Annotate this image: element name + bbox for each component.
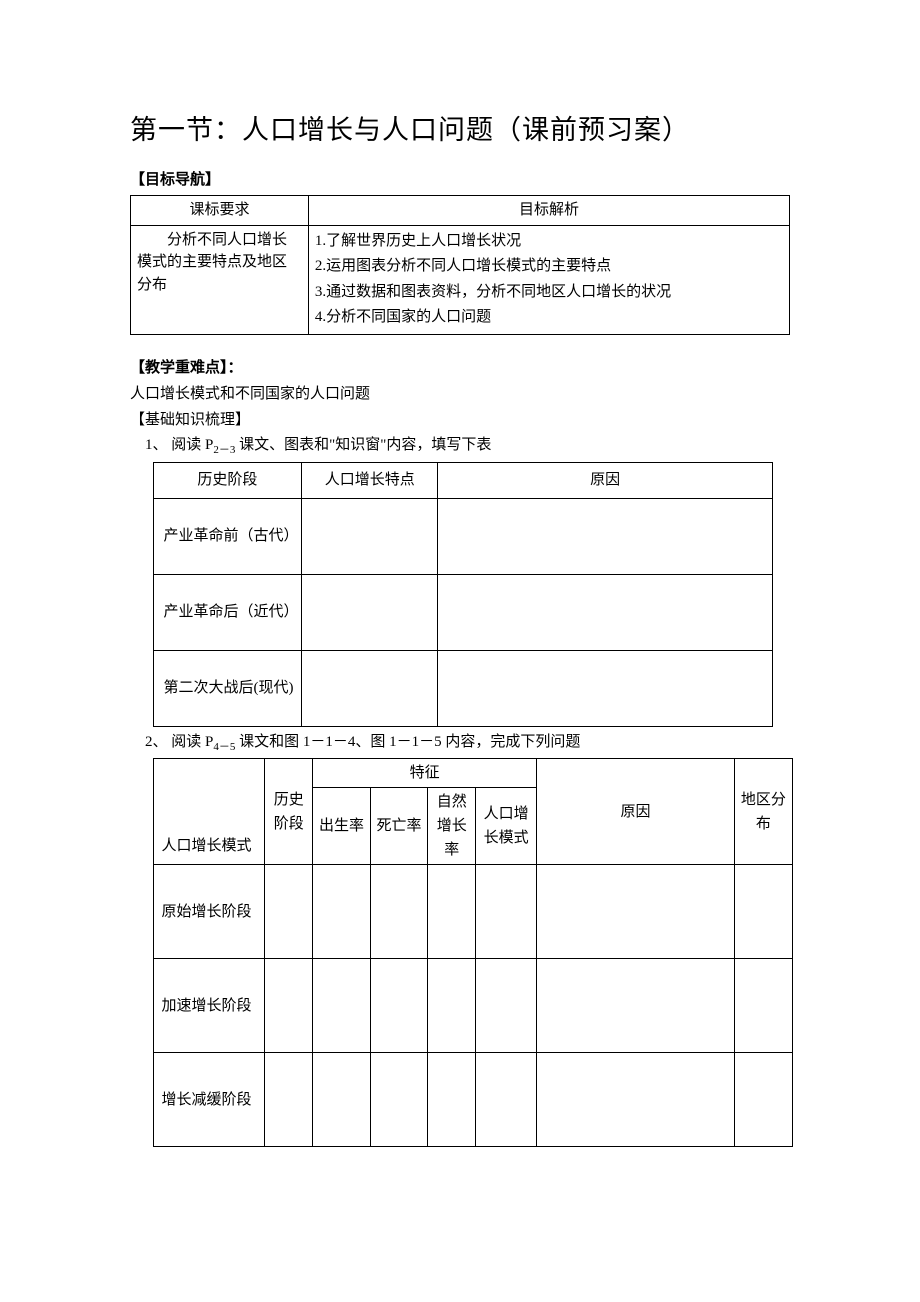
t3-r2-c4 — [370, 959, 428, 1053]
t3-r1-c5 — [428, 865, 476, 959]
page-title: 第一节：人口增长与人口问题（课前预习案） — [130, 110, 790, 151]
t2-r1-c2 — [302, 498, 438, 574]
t2-r3-c3 — [438, 650, 772, 726]
obj-line-2: 2.运用图表分析不同人口增长模式的主要特点 — [315, 254, 783, 280]
growth-mode-table: 人口增长模式 历史阶段 特征 原因 地区分布 出生率 死亡率 自然增长率 人口增… — [153, 758, 793, 1147]
t2-r3-c2 — [302, 650, 438, 726]
t2-r2: 产业革命后（近代） — [153, 574, 302, 650]
t3-r2-c3 — [313, 959, 371, 1053]
obj-line-3: 3.通过数据和图表资料，分析不同地区人口增长的状况 — [315, 280, 783, 306]
obj-line-4: 4.分析不同国家的人口问题 — [315, 305, 783, 331]
t3-r2: 加速增长阶段 — [153, 959, 265, 1053]
t2-h1: 历史阶段 — [153, 462, 302, 498]
item2-sub: 4－5 — [213, 741, 235, 753]
t3-h-feature: 特征 — [313, 759, 537, 788]
t3-r1-c2 — [265, 865, 313, 959]
t3-r2-c6 — [476, 959, 537, 1053]
t3-r2-c5 — [428, 959, 476, 1053]
t2-r2-c3 — [438, 574, 772, 650]
keypoints-text: 人口增长模式和不同国家的人口问题 — [130, 383, 790, 406]
t2-r3: 第二次大战后(现代) — [153, 650, 302, 726]
t2-h2: 人口增长特点 — [302, 462, 438, 498]
history-stage-table: 历史阶段 人口增长特点 原因 产业革命前（古代） 产业革命后（近代） 第二次大战… — [153, 462, 773, 727]
item1-prefix: 1、 阅读 P — [145, 437, 213, 453]
t3-r3-c6 — [476, 1053, 537, 1147]
item1-sub: 2－3 — [213, 444, 235, 456]
spacer — [130, 335, 790, 351]
t3-r3-c5 — [428, 1053, 476, 1147]
t2-r1-c3 — [438, 498, 772, 574]
t3-r3-c7 — [536, 1053, 734, 1147]
t3-h-reason: 原因 — [536, 759, 734, 865]
t3-r2-c7 — [536, 959, 734, 1053]
t3-r2-c2 — [265, 959, 313, 1053]
t3-r1-c6 — [476, 865, 537, 959]
t2-h3: 原因 — [438, 462, 772, 498]
obj-header-req: 课标要求 — [131, 196, 309, 226]
t3-r3: 增长减缓阶段 — [153, 1053, 265, 1147]
t3-r1-c3 — [313, 865, 371, 959]
t3-h-growthmode: 人口增长模式 — [476, 788, 537, 865]
item2-prefix: 2、 阅读 P — [145, 734, 213, 750]
t3-h-birth: 出生率 — [313, 788, 371, 865]
item2-suffix: 课文和图 1－1－4、图 1－1－5 内容，完成下列问题 — [239, 734, 580, 750]
t3-h-natural: 自然增长率 — [428, 788, 476, 865]
t3-h-death: 死亡率 — [370, 788, 428, 865]
t3-r3-c4 — [370, 1053, 428, 1147]
section-heading-objectives: 【目标导航】 — [130, 169, 790, 192]
item1-suffix: 课文、图表和"知识窗"内容，填写下表 — [239, 437, 491, 453]
item-2: 2、 阅读 P4－5 课文和图 1－1－4、图 1－1－5 内容，完成下列问题 — [130, 731, 790, 756]
obj-req-cell: 分析不同人口增长模式的主要特点及地区分布 — [131, 225, 309, 334]
t3-r1-c4 — [370, 865, 428, 959]
obj-line-1: 1.了解世界历史上人口增长状况 — [315, 229, 783, 255]
t3-r2-c8 — [735, 959, 793, 1053]
t2-r2-c2 — [302, 574, 438, 650]
item-1: 1、 阅读 P2－3 课文、图表和"知识窗"内容，填写下表 — [130, 434, 790, 459]
t3-r1-c7 — [536, 865, 734, 959]
t3-r3-c2 — [265, 1053, 313, 1147]
t3-h-dist: 地区分布 — [735, 759, 793, 865]
obj-header-analysis: 目标解析 — [308, 196, 789, 226]
t3-r1: 原始增长阶段 — [153, 865, 265, 959]
t3-r3-c8 — [735, 1053, 793, 1147]
t3-h-stage: 历史阶段 — [265, 759, 313, 865]
objectives-table: 课标要求 目标解析 分析不同人口增长模式的主要特点及地区分布 1.了解世界历史上… — [130, 195, 790, 335]
t3-r3-c3 — [313, 1053, 371, 1147]
t3-r1-c8 — [735, 865, 793, 959]
t2-r1: 产业革命前（古代） — [153, 498, 302, 574]
obj-analysis-cell: 1.了解世界历史上人口增长状况 2.运用图表分析不同人口增长模式的主要特点 3.… — [308, 225, 789, 334]
t3-h-mode: 人口增长模式 — [153, 759, 265, 865]
section-heading-keypoints: 【教学重难点】： — [130, 357, 790, 380]
basic-knowledge-heading: 【基础知识梳理】 — [130, 409, 790, 432]
